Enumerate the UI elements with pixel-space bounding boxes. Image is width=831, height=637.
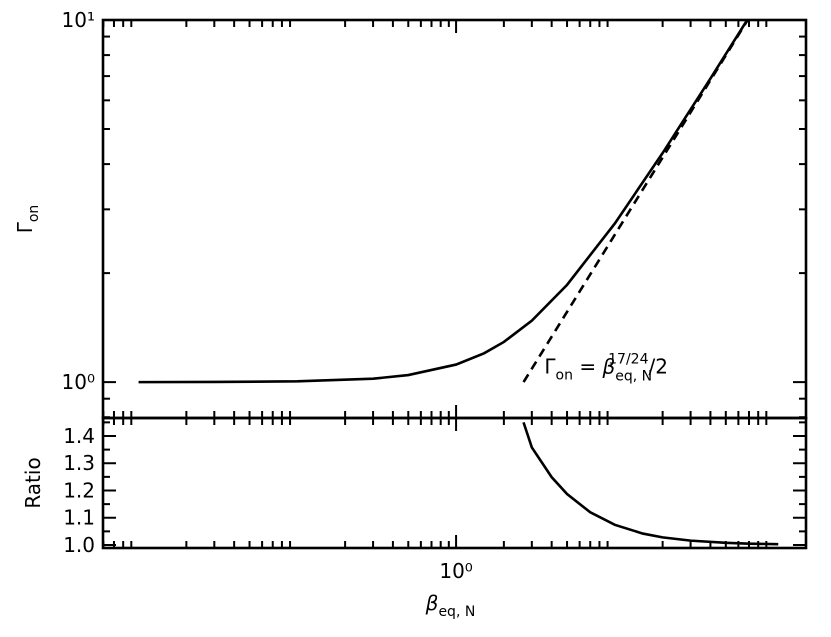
y-axis-label-subscript: on	[26, 205, 42, 222]
x-axis-label-symbol: β	[425, 591, 439, 615]
y-tick-label: 1.4	[63, 424, 95, 448]
axes-frame	[101, 18, 808, 420]
annotation-part: Γ	[544, 355, 556, 379]
x-axis-label: βeq, N	[425, 591, 476, 620]
y-tick-label: 1.3	[63, 451, 95, 475]
y-tick-label: 10⁰	[62, 370, 95, 394]
y-axis-label: Γon	[13, 205, 42, 234]
annotation-part: /2	[648, 355, 667, 379]
line-series	[522, 421, 779, 546]
y-tick-label: 1.0	[63, 533, 95, 557]
x-axis-label-subscript: eq, N	[438, 604, 475, 620]
y-axis-label-symbol: Γ	[13, 221, 37, 233]
y-tick-label: 10¹	[62, 8, 95, 32]
axes-frame	[101, 416, 808, 550]
y-axis-label: Ratio	[21, 457, 45, 508]
y-tick-label: 1.1	[63, 506, 95, 530]
annotation-part: 17/24	[608, 352, 648, 368]
annotation: Γon = βeq, N17/24/2	[544, 352, 668, 385]
x-tick-label: 10⁰	[439, 559, 472, 583]
annotation-part: eq, N	[615, 369, 652, 385]
annotation-part: β	[601, 355, 615, 379]
annotation-part: =	[573, 355, 602, 379]
y-tick-label: 1.2	[63, 478, 95, 502]
line-series	[138, 20, 749, 384]
annotation-part: on	[556, 368, 573, 384]
line-series	[522, 20, 749, 383]
